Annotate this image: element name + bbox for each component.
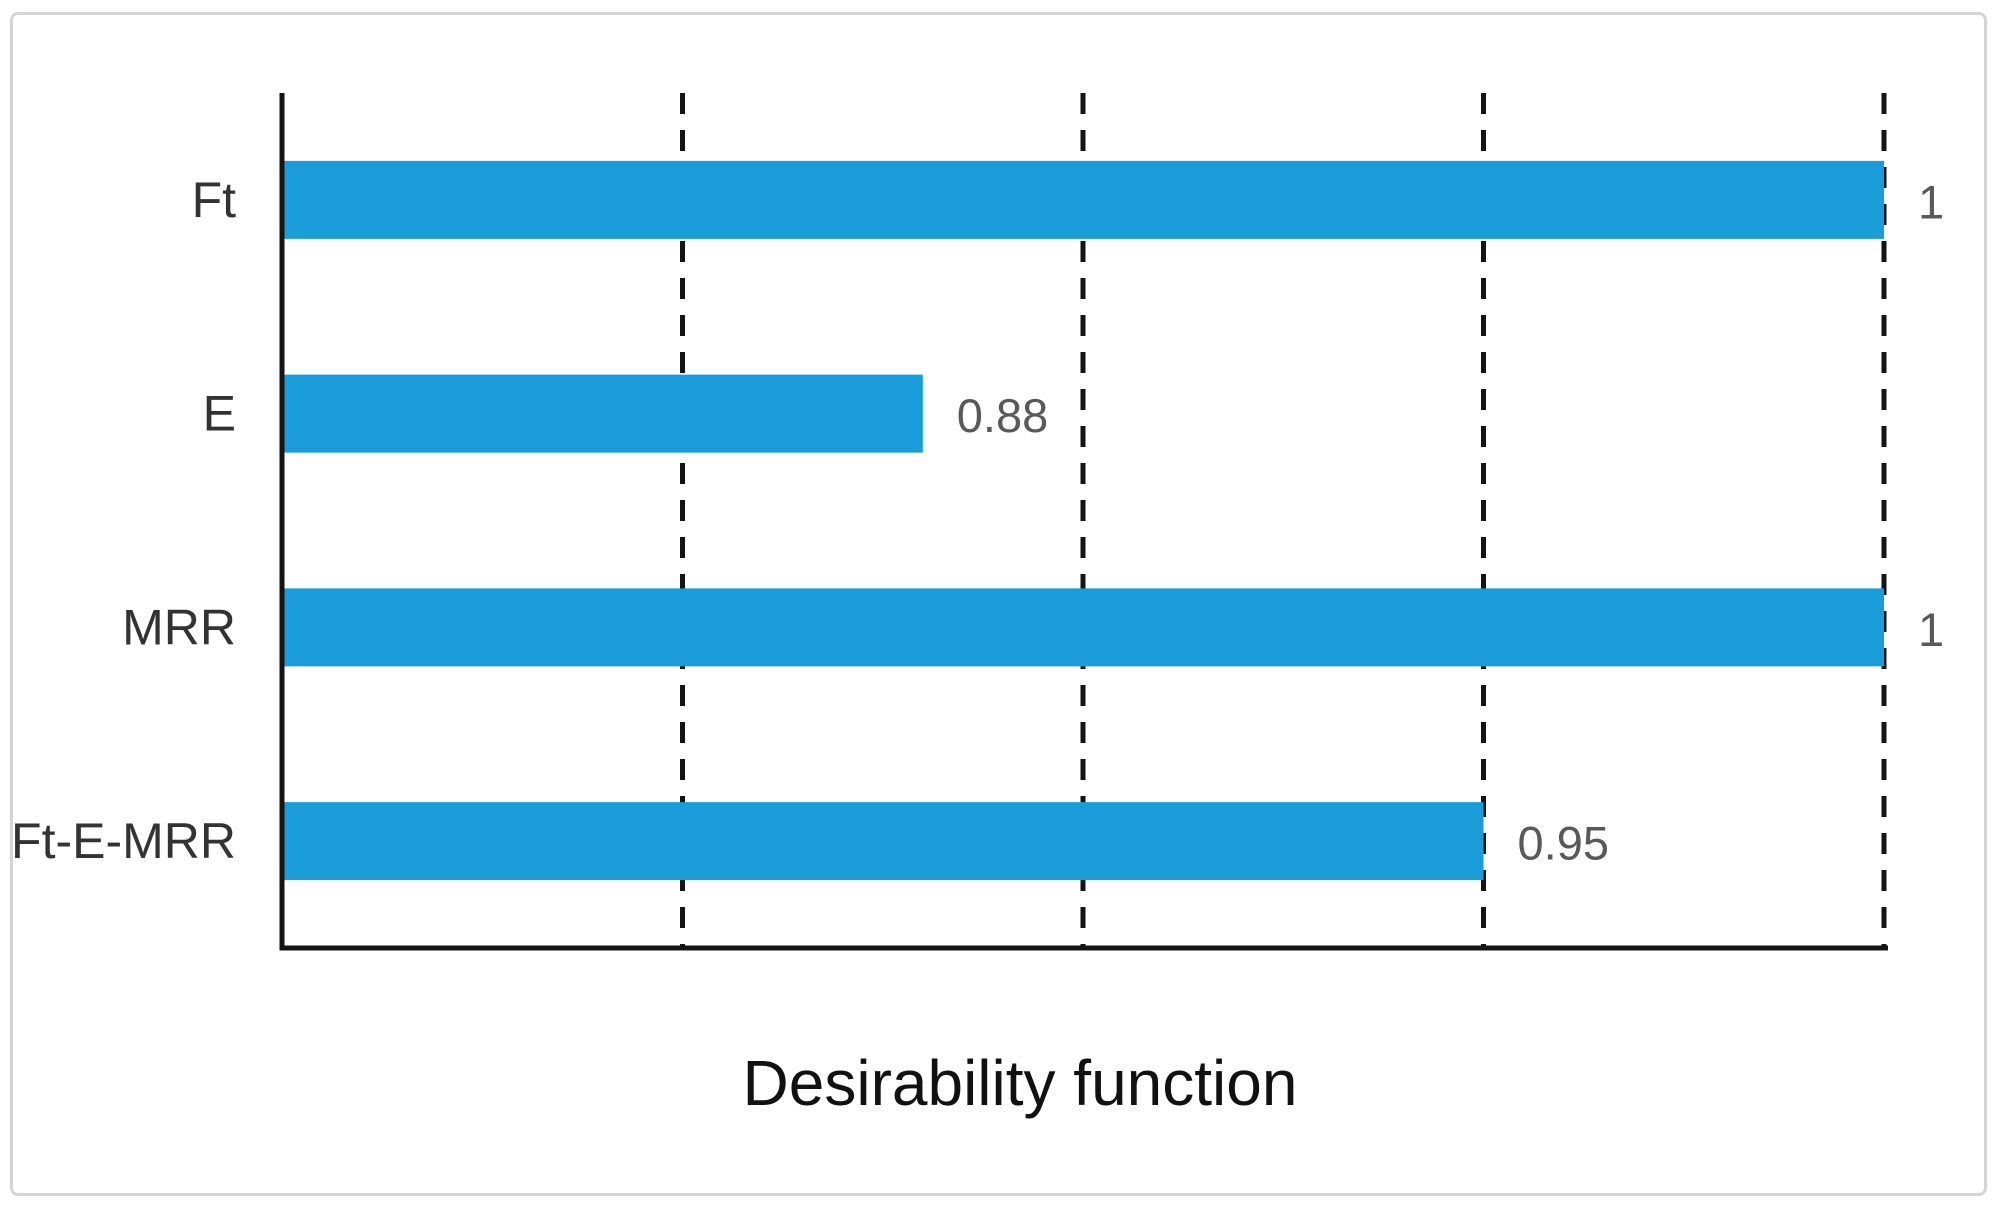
chart-title: Desirability function — [742, 1047, 1298, 1119]
value-label: 1 — [1918, 175, 1944, 228]
category-label: Ft-E-MRR — [11, 813, 236, 869]
category-label: MRR — [122, 599, 236, 655]
value-label: 0.88 — [957, 389, 1048, 442]
category-label: Ft — [192, 172, 237, 228]
bar — [282, 160, 1884, 239]
category-label: E — [203, 386, 236, 442]
bar — [282, 374, 923, 453]
value-label: 1 — [1918, 603, 1944, 656]
bar — [282, 588, 1884, 667]
bar — [282, 802, 1484, 881]
value-label: 0.95 — [1518, 817, 1609, 870]
